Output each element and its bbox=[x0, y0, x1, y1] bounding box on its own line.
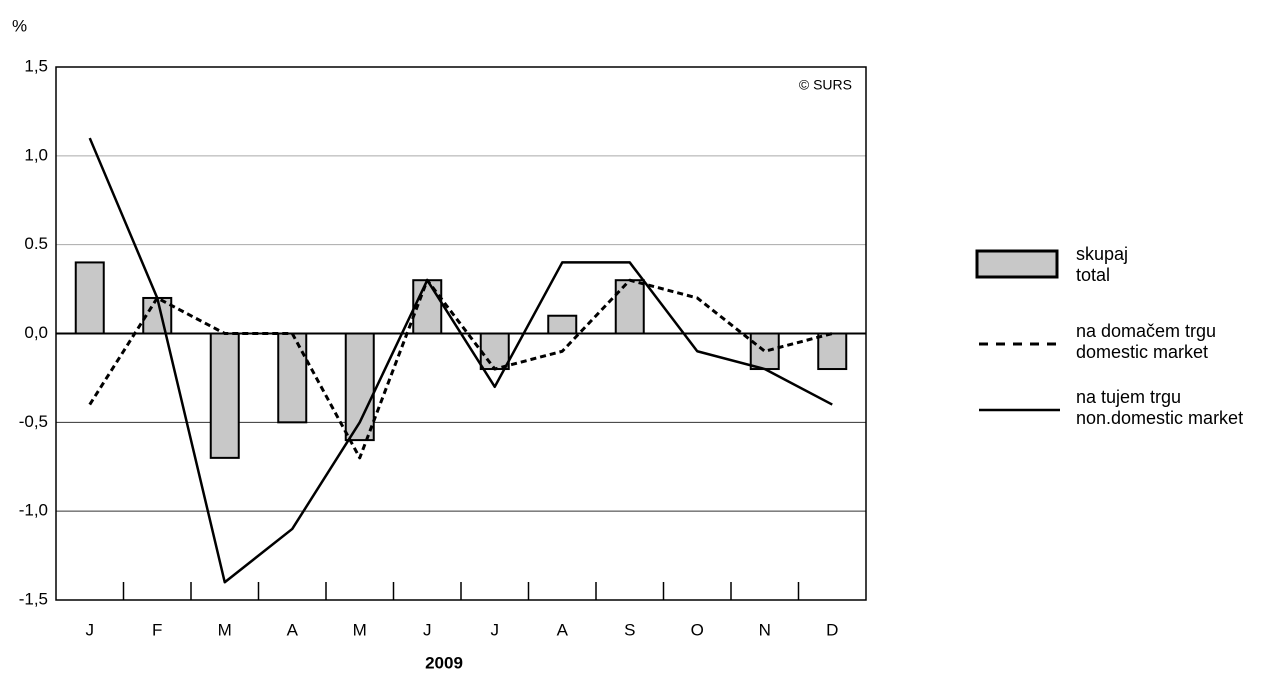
x-tick-label: A bbox=[557, 620, 569, 639]
y-tick-label: 1,0 bbox=[24, 145, 48, 164]
dashed-line bbox=[88, 278, 833, 460]
x-tick-label: N bbox=[759, 620, 771, 639]
y-axis-label: % bbox=[12, 16, 27, 35]
bar bbox=[614, 279, 645, 335]
y-tick-label: 0,0 bbox=[24, 323, 48, 342]
y-tick-label: -0,5 bbox=[19, 412, 48, 431]
bar bbox=[209, 332, 240, 459]
x-tick-label: M bbox=[353, 620, 367, 639]
annotation: © SURS bbox=[799, 77, 852, 93]
line bbox=[88, 137, 833, 584]
x-tick-label: J bbox=[86, 620, 95, 639]
y-tick-label: 0.5 bbox=[24, 234, 48, 253]
x-tick-label: O bbox=[691, 620, 704, 639]
legend-swatch bbox=[975, 249, 1059, 279]
y-tick-label: -1,5 bbox=[19, 589, 48, 608]
x-tick-label: D bbox=[826, 620, 838, 639]
bar bbox=[74, 261, 105, 335]
y-tick-label: -1,0 bbox=[19, 501, 48, 520]
x-tick-label: S bbox=[624, 620, 635, 639]
bar bbox=[817, 332, 848, 371]
x-tick-label: M bbox=[218, 620, 232, 639]
bar bbox=[479, 332, 510, 371]
x-axis-label: 2009 bbox=[425, 653, 463, 672]
legend-label: na tujem trgu non.domestic market bbox=[1076, 387, 1244, 428]
bar bbox=[277, 332, 308, 424]
y-tick-label: 1,5 bbox=[24, 56, 48, 75]
x-tick-label: J bbox=[423, 620, 432, 639]
x-tick-label: F bbox=[152, 620, 162, 639]
legend-label: skupaj total bbox=[1076, 244, 1129, 285]
bar bbox=[547, 314, 578, 335]
bar bbox=[749, 332, 780, 371]
x-tick-label: J bbox=[491, 620, 500, 639]
legend-label: na domačem trgu domestic market bbox=[1076, 321, 1217, 362]
x-tick-label: A bbox=[287, 620, 299, 639]
